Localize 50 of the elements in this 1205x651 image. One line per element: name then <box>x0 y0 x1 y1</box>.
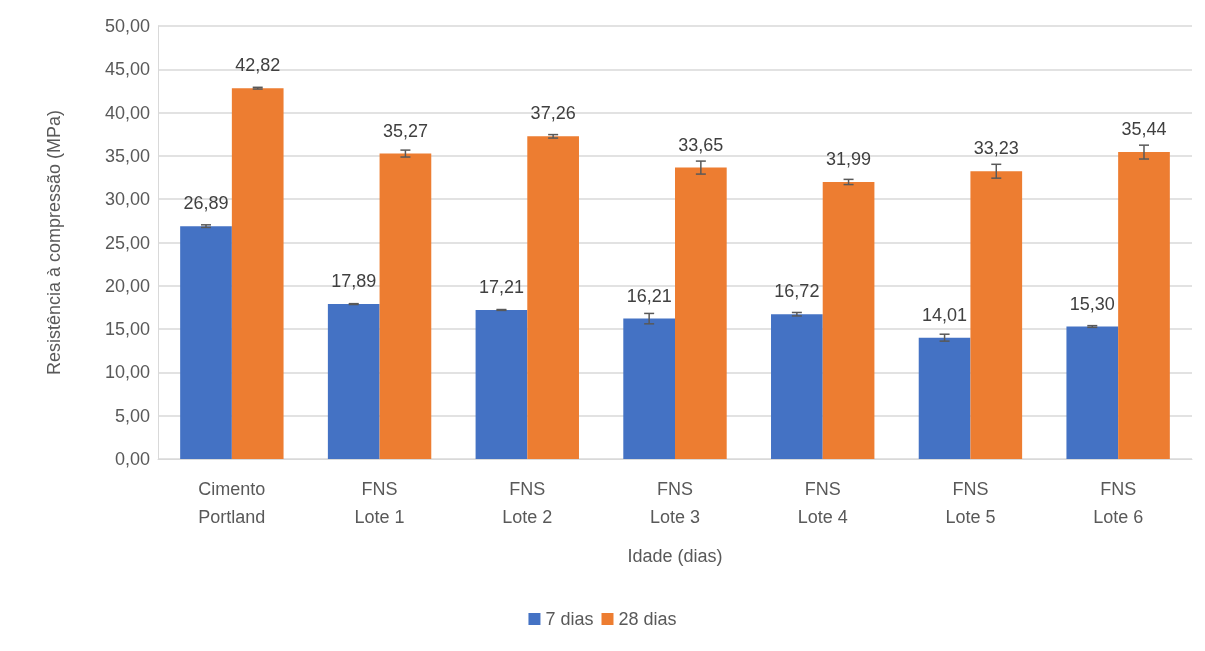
bar <box>623 318 675 459</box>
bar <box>675 167 727 459</box>
data-label: 35,44 <box>1121 119 1167 140</box>
y-tick-label: 0,00 <box>114 449 150 469</box>
bar <box>231 88 284 459</box>
legend-label: 7 dias <box>545 609 594 629</box>
data-label: 31,99 <box>826 148 872 169</box>
legend-label: 28 dias <box>618 609 677 629</box>
y-tick-label: 10,00 <box>104 362 150 383</box>
data-label: 37,26 <box>530 103 576 124</box>
bar <box>327 304 380 459</box>
data-label: 26,89 <box>183 193 229 214</box>
bar <box>918 337 971 459</box>
bar <box>771 314 823 459</box>
x-tick-label: FNS Lote 3 <box>649 479 701 527</box>
bar <box>527 136 579 459</box>
y-axis-title: Resistência à compressão (MPa) <box>44 109 64 376</box>
y-tick-label: 35,00 <box>104 145 150 166</box>
y-tick-label: 20,00 <box>104 275 150 296</box>
data-label: 42,82 <box>235 55 281 76</box>
x-tick-label: FNS Lote 2 <box>502 479 553 527</box>
data-label: 14,01 <box>922 304 968 325</box>
data-label: 33,23 <box>973 138 1019 159</box>
bar <box>822 181 875 459</box>
y-tick-label: 50,00 <box>104 16 150 36</box>
bar <box>475 309 528 459</box>
y-tick-label: 5,00 <box>114 405 150 426</box>
y-tick-label: 25,00 <box>104 232 150 253</box>
data-label: 17,89 <box>331 271 377 292</box>
data-label: 15,30 <box>1069 293 1115 314</box>
data-label: 17,21 <box>478 276 524 297</box>
x-tick-label: FNS Lote 4 <box>797 479 848 527</box>
x-tick-label: FNS Lote 5 <box>945 479 996 527</box>
y-tick-label: 30,00 <box>104 189 150 210</box>
bar <box>1118 152 1170 459</box>
bar <box>180 226 232 459</box>
data-label: 33,65 <box>678 134 724 155</box>
bar <box>1066 326 1119 459</box>
y-tick-label: 45,00 <box>104 59 150 80</box>
y-tick-label: 40,00 <box>104 102 150 123</box>
x-axis-title: Idade (dias) <box>627 546 723 566</box>
bar <box>379 153 432 459</box>
x-tick-label: Cimento Portland <box>198 479 266 527</box>
y-tick-label: 15,00 <box>104 319 150 340</box>
bar <box>970 171 1023 459</box>
x-tick-label: FNS Lote 6 <box>1093 479 1144 527</box>
data-label: 16,72 <box>774 281 820 302</box>
data-label: 16,21 <box>626 285 672 306</box>
data-label: 35,27 <box>382 120 428 141</box>
x-tick-label: FNS Lote 1 <box>354 479 405 527</box>
